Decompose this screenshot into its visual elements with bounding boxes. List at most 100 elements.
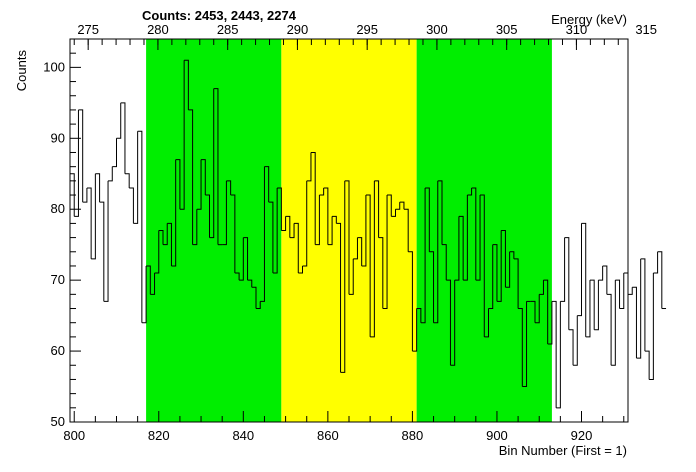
histogram-bin [539,280,544,295]
histogram-bin [446,279,451,366]
histogram-bin [315,195,320,246]
histogram-bin [530,300,536,323]
histogram-bin [179,60,185,210]
histogram-bin [501,230,506,288]
histogram-bin [247,279,253,288]
histogram-bin [492,244,498,302]
histogram-bin [74,109,79,217]
histogram-bin [171,159,177,267]
histogram-bin [602,265,608,295]
histogram-bin [484,308,489,338]
histogram-bin [86,187,92,259]
histogram-bin [509,251,515,259]
y-tick-label: 90 [51,130,65,145]
histogram-bin [412,308,418,352]
histogram-bin [640,258,646,352]
histogram-bin [108,166,113,182]
y-tick-label: 50 [51,414,65,429]
histogram-bin [205,194,210,238]
x-tick-label: 920 [571,428,593,443]
top-axis: 275 280 285 290 295 300 305 310 315 [73,22,657,50]
histogram-bin [150,273,156,295]
histogram-bin [133,131,139,224]
histogram-bin [184,59,189,110]
histogram-bin [234,272,240,281]
histogram-bin [573,315,578,366]
histogram-bin [310,151,316,245]
histogram-bin [395,202,401,210]
top-tick-label: 290 [287,22,309,37]
histogram-bin [628,287,633,295]
histogram-bin [454,216,460,281]
x-tick-label: 800 [63,428,85,443]
top-tick-label: 310 [566,22,588,37]
histogram-bin [657,251,663,309]
histogram-bin [340,180,346,373]
histogram-bin [120,102,126,174]
histogram-bin [256,301,261,310]
histogram-bin [209,88,215,239]
histogram-bin [192,209,198,246]
histogram-bin [103,180,109,302]
histogram-bin [488,244,494,310]
histogram-bin [420,187,426,324]
histogram-bin [585,280,591,338]
histogram-bin [480,194,485,337]
histogram-bars [70,59,667,409]
histogram-bin [463,195,468,281]
histogram-bin [349,258,354,295]
top-tick-label: 280 [147,22,169,37]
histogram-bin [129,187,134,224]
histogram-bin [581,222,587,337]
histogram-bin [336,222,342,373]
histogram-bin [475,195,481,281]
histogram-bin [623,272,629,295]
histogram-bin [433,180,439,324]
top-axis-title: Energy (keV) [551,12,627,27]
histogram-bin [260,166,265,302]
histogram-bin [222,180,227,246]
histogram-bin [467,187,473,196]
histogram-bin [564,237,570,330]
histogram-bin [319,187,325,196]
histogram-bin [213,88,219,245]
histogram-bin [327,216,333,246]
histogram-bin [146,265,151,295]
histogram-bin [636,258,642,359]
histogram-bin [374,180,380,238]
y-axis-title: Counts [14,50,29,92]
histogram-bin [78,109,84,203]
y-axis: 50 60 70 80 90 100 [43,38,81,429]
histogram-bin [188,109,194,245]
top-tick-label: 275 [77,22,99,37]
histogram-bin [556,301,561,409]
histogram-bin [425,187,430,252]
histogram-bin [201,159,206,196]
histogram-bin [551,300,557,408]
histogram-bin [272,187,278,274]
histogram-bin [496,230,502,302]
histogram-bin [281,216,287,231]
histogram-bin [387,194,392,217]
x-tick-label: 840 [232,428,254,443]
x-tick-label: 900 [486,428,508,443]
histogram-bin [611,280,616,366]
histogram-bin [289,223,295,239]
histogram-bin [606,293,612,366]
histogram-bin [568,329,574,366]
histogram-bin [399,201,405,210]
histogram-bin [82,187,88,203]
histogram-bin [429,251,435,323]
chart-title: Counts: 2453, 2443, 2274 [142,8,297,23]
histogram-bin [323,187,329,245]
histogram-bin [365,194,371,337]
histogram-bin [560,237,566,302]
x-tick-label: 820 [148,428,170,443]
histogram-bin [471,187,477,281]
histogram-bin [268,201,274,274]
x-tick-label: 880 [402,428,424,443]
histogram-bin [378,237,384,309]
histogram-bin [95,173,101,203]
histogram-bin [361,195,367,267]
